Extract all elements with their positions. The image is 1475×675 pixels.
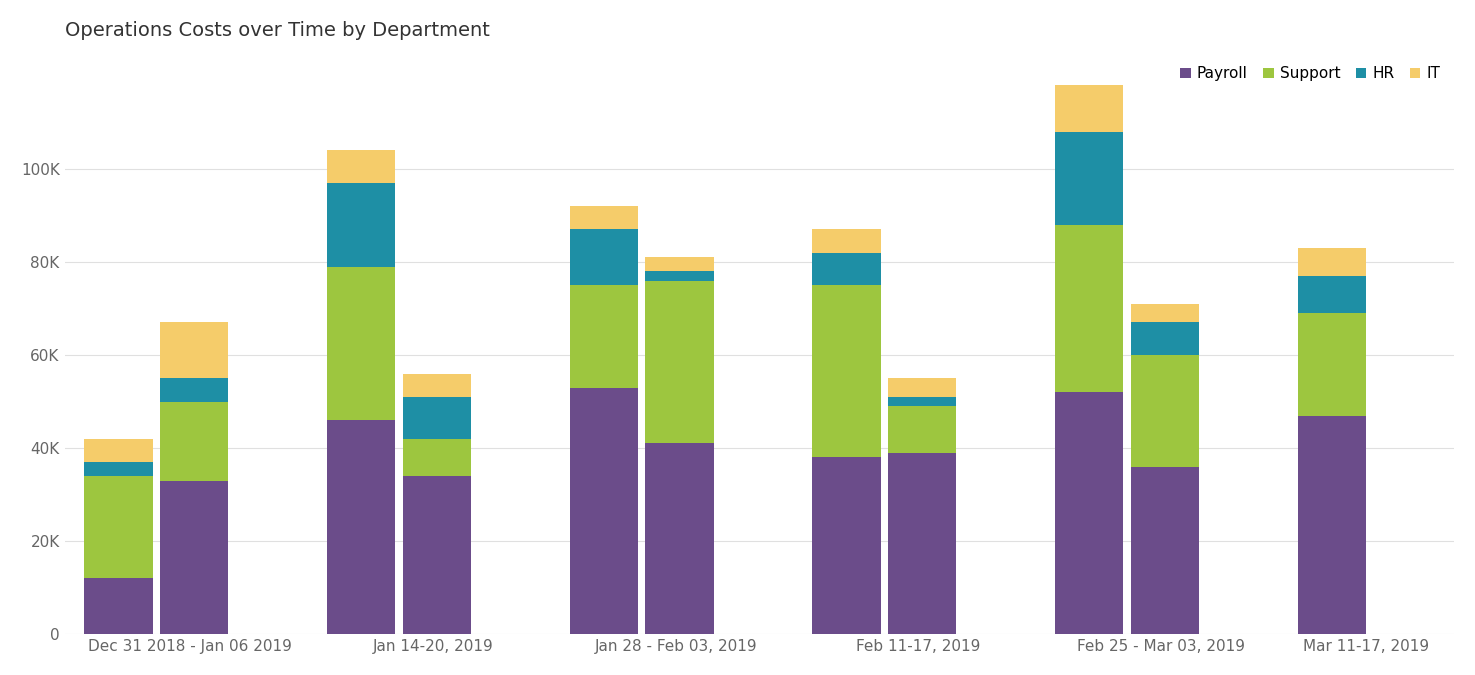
Bar	[813, 252, 881, 286]
Bar	[1055, 225, 1124, 392]
Bar	[84, 439, 152, 462]
Bar	[645, 271, 714, 281]
Bar	[569, 206, 639, 230]
Bar	[813, 230, 881, 252]
Bar	[645, 281, 714, 443]
Bar	[159, 402, 229, 481]
Bar	[813, 286, 881, 458]
Bar	[888, 406, 956, 453]
Bar	[84, 462, 152, 476]
Bar	[84, 578, 152, 634]
Bar	[84, 476, 152, 578]
Bar	[1298, 248, 1366, 276]
Legend: Payroll, Support, HR, IT: Payroll, Support, HR, IT	[1174, 60, 1447, 87]
Bar	[327, 183, 395, 267]
Bar	[1298, 276, 1366, 313]
Bar	[1055, 132, 1124, 225]
Bar	[813, 458, 881, 634]
Bar	[1130, 466, 1199, 634]
Bar	[1055, 85, 1124, 132]
Bar	[159, 481, 229, 634]
Bar	[888, 397, 956, 406]
Bar	[1130, 355, 1199, 466]
Bar	[403, 439, 471, 476]
Bar	[327, 421, 395, 634]
Bar	[159, 323, 229, 378]
Bar	[569, 230, 639, 286]
Bar	[888, 453, 956, 634]
Bar	[569, 387, 639, 634]
Bar	[1130, 304, 1199, 323]
Bar	[888, 378, 956, 397]
Bar	[1298, 416, 1366, 634]
Bar	[645, 257, 714, 271]
Bar	[645, 443, 714, 634]
Bar	[159, 378, 229, 402]
Bar	[403, 476, 471, 634]
Bar	[1055, 392, 1124, 634]
Bar	[1298, 313, 1366, 416]
Bar	[403, 374, 471, 397]
Text: Operations Costs over Time by Department: Operations Costs over Time by Department	[65, 21, 490, 40]
Bar	[327, 267, 395, 421]
Bar	[1130, 323, 1199, 355]
Bar	[327, 151, 395, 183]
Bar	[403, 397, 471, 439]
Bar	[569, 286, 639, 387]
